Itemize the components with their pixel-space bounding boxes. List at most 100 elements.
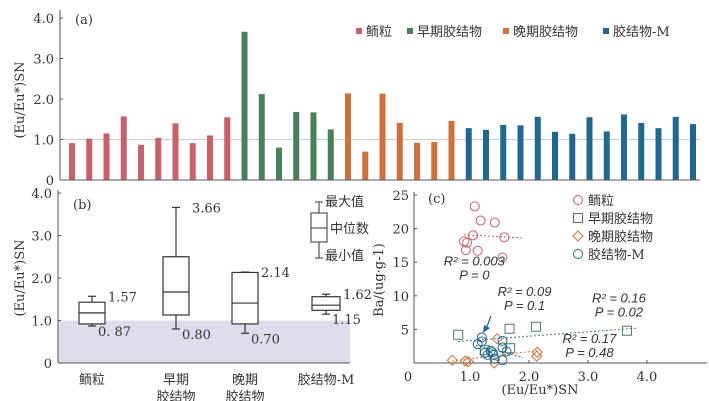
x-axis-label-c: (Eu/Eu*)SN <box>501 383 578 398</box>
max-value-label: 2.14 <box>261 266 290 281</box>
legend-label-late: 晚期胶结物 <box>513 24 578 40</box>
x-tick-label-c: 3.0 <box>578 370 599 385</box>
min-value-label: 0.80 <box>182 328 211 343</box>
r-squared-annotation: R² = 0.17 <box>563 331 618 346</box>
bar-ooid-10 <box>224 117 231 180</box>
legend-marker-late <box>572 230 584 242</box>
point-ooid-10 <box>497 252 508 263</box>
point-early-6 <box>621 325 632 336</box>
bar-m-6 <box>552 131 558 180</box>
point-early-1 <box>453 329 464 340</box>
point-late-6 <box>530 350 543 362</box>
bar-m-8 <box>586 117 593 180</box>
bar-late-4 <box>396 122 403 180</box>
bar-ooid-7 <box>172 123 179 180</box>
point-m-8 <box>497 335 508 346</box>
panel-label-a: (a) <box>75 13 93 28</box>
bar-late-5 <box>414 142 420 180</box>
box-iqr <box>231 271 259 325</box>
bar-ooid-6 <box>155 137 162 180</box>
point-ooid-4 <box>467 230 478 241</box>
y-tick-label-c: 20 <box>392 223 409 238</box>
point-late-4 <box>491 333 503 345</box>
bar-late-7 <box>448 120 455 180</box>
legend-label-late-c: 晚期胶结物 <box>588 229 653 245</box>
bar-late-1 <box>345 93 351 180</box>
key-label: 最小值 <box>325 248 364 264</box>
bar-m-13 <box>672 116 679 180</box>
point-early-3 <box>504 323 515 334</box>
legend-swatch-early <box>407 28 413 34</box>
p-value-annotation: P = 0.48 <box>565 345 614 360</box>
legend-marker-early <box>573 213 583 223</box>
p-value-annotation: P = 0 <box>459 268 490 283</box>
bar-early-4 <box>293 111 300 180</box>
legend-label-m-c: 胶结物-M <box>588 247 645 263</box>
bar-ooid-2 <box>86 138 93 180</box>
point-ooid-3 <box>489 217 500 228</box>
y-axis-label-b: (Eu/Eu*)SN <box>13 239 28 316</box>
y-tick-label-b: 3.0 <box>31 230 52 245</box>
bar-m-2 <box>483 129 489 180</box>
point-ooid-8 <box>460 245 471 256</box>
point-ooid-7 <box>462 237 473 248</box>
point-early-5 <box>505 343 516 354</box>
box-iqr <box>311 296 341 311</box>
legend-label-early-c: 早期胶结物 <box>588 211 653 227</box>
point-late-1 <box>446 354 459 367</box>
bar-early-2 <box>258 94 265 180</box>
y-tick-label-a: 0 <box>46 174 54 189</box>
trendline-late <box>452 349 541 362</box>
y-axis-label-a: (Eu/Eu*)SN <box>13 61 28 138</box>
bar-early-6 <box>327 129 334 180</box>
bar-early-5 <box>310 112 317 180</box>
y-tick-label-b: 1.0 <box>31 315 52 330</box>
max-value-label: 1.57 <box>108 290 137 305</box>
y-axis-label-c: Ba/(ug·g-1) <box>372 243 387 317</box>
bar-ooid-1 <box>69 143 75 180</box>
min-value-label: 0. 87 <box>98 325 131 340</box>
point-ooid-5 <box>499 232 510 243</box>
y-tick-label-b: 0 <box>44 357 52 372</box>
point-ooid-9 <box>472 245 483 256</box>
y-tick-label-a: 1.0 <box>33 134 54 149</box>
bar-ooid-3 <box>103 133 110 180</box>
bar-m-12 <box>655 128 662 180</box>
key-label: 最大值 <box>325 194 364 210</box>
r-squared-annotation: R² = 0.16 <box>592 291 647 306</box>
bar-m-7 <box>569 133 576 180</box>
box-1 <box>78 295 106 327</box>
y-tick-label-b: 4.0 <box>31 187 52 202</box>
p-value-annotation: P = 0.02 <box>595 305 644 320</box>
y-tick-label-c: 15 <box>392 256 409 271</box>
point-ooid-1 <box>469 201 480 212</box>
box-4 <box>311 293 341 315</box>
legend-label-ooid: 鲕粒 <box>366 25 392 40</box>
legend-marker-ooid <box>573 195 583 205</box>
bar-early-1 <box>241 31 248 180</box>
y-tick-label-c: 5 <box>401 323 409 338</box>
category-label: 晚期 <box>232 373 258 388</box>
point-m-11 <box>489 353 500 364</box>
point-ooid-2 <box>475 215 486 226</box>
min-value-label: 1.15 <box>332 313 361 328</box>
y-tick-label-c: 25 <box>392 189 409 204</box>
point-m-3 <box>476 336 487 347</box>
bar-m-5 <box>534 116 541 180</box>
panel-label-b: (b) <box>73 198 91 213</box>
category-label: 胶结物 <box>156 389 195 401</box>
category-label: 胶结物-M <box>298 372 355 388</box>
legend-swatch-ooid <box>356 28 362 34</box>
legend-marker-m <box>573 249 583 259</box>
max-value-label: 1.62 <box>343 288 372 303</box>
x-tick-label-c: 2.0 <box>519 370 540 385</box>
bar-m-3 <box>500 124 507 180</box>
legend-label-m: 胶结物-M <box>613 24 670 40</box>
point-m-12 <box>497 355 508 366</box>
y-tick-label-a: 4.0 <box>33 12 54 27</box>
trendline-ooid <box>464 234 524 239</box>
max-value-label: 3.66 <box>192 201 221 216</box>
y-tick-label-a: 3.0 <box>33 53 54 68</box>
legend-swatch-late <box>503 28 509 34</box>
